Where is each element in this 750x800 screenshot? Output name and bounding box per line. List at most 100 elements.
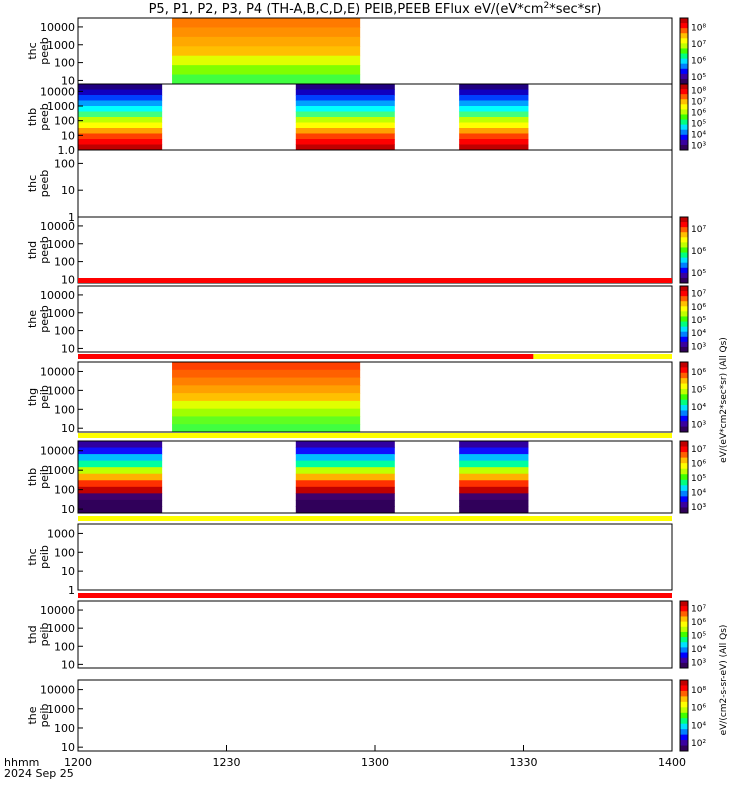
colorbar-band <box>680 410 688 417</box>
ytick-label: 1000 <box>47 703 75 716</box>
panel-10: 10 100 1000 10000 thepeib 10² 10⁴ 10⁶ 10⁸ <box>26 679 706 754</box>
time-axis-ticks: 1200 1230 1300 1330 1400 <box>64 745 686 769</box>
colorbar-band <box>680 367 688 374</box>
ytick-label: 100 <box>54 256 75 269</box>
colorbar-tick-label: 10⁶ <box>691 460 706 470</box>
panel-7-colorbar: 10³ 10⁴ 10⁵ 10⁶ 10⁷ <box>679 440 706 514</box>
colorbar-tick-label: 10⁶ <box>691 704 706 714</box>
colorbar-band <box>680 507 688 514</box>
colorbar-band <box>680 441 688 448</box>
colorbar-tick-label: 10⁷ <box>691 98 706 108</box>
spectrogram-band <box>459 493 529 501</box>
colorbar-tick-label: 10⁷ <box>691 605 706 615</box>
colorbar-band <box>680 227 688 233</box>
ytick-label: 10000 <box>40 220 75 233</box>
colorbar-band <box>680 73 688 80</box>
spectrogram-band <box>459 95 529 101</box>
spectrogram-band <box>295 122 395 129</box>
spectrogram-band <box>78 480 163 488</box>
ytick-label: 1000 <box>47 307 75 320</box>
spectrogram-band <box>172 400 361 410</box>
ytick-label: 100 <box>54 722 75 735</box>
spectrogram-band <box>78 493 163 501</box>
panel-ylabel: thbpeib <box>26 465 51 489</box>
spectrogram-band <box>459 111 529 118</box>
spectrogram-band <box>78 454 163 462</box>
panel-6-colorbar: 10³ 10⁴ 10⁵ 10⁶ <box>679 361 706 433</box>
spectrogram-band <box>459 454 529 462</box>
panel-1: 10 100 1000 10000 thcpeeb 10⁵ 10⁶ 10⁷ 10⁸ <box>26 17 706 87</box>
colorbar-tick-label: 10² <box>691 739 706 749</box>
colorbar-band <box>680 426 688 433</box>
spectrogram-band <box>78 84 163 90</box>
spectrogram-band <box>78 89 163 96</box>
panel-frame <box>77 523 673 591</box>
ytick-label: 100 <box>54 57 75 70</box>
colorbar-band <box>680 58 688 65</box>
panel-8: 1 10 100 1000 thcpeib <box>26 516 673 597</box>
ytick-label: 1.0 <box>58 144 76 157</box>
panel-10-colorbar: 10² 10⁴ 10⁶ 10⁸ <box>679 679 706 752</box>
colorbar-tick-label: 10³ <box>691 342 706 352</box>
spectrogram-band <box>172 393 361 402</box>
spectrogram-band <box>459 486 529 494</box>
colorbar-frame <box>679 600 689 669</box>
spectrogram-band <box>295 486 395 494</box>
panel-8-flag-1 <box>78 516 672 521</box>
colorbar-tick-label: 10⁶ <box>691 618 706 628</box>
spectrogram-band <box>459 84 529 90</box>
colorbar-tick-label: 10⁵ <box>691 474 706 484</box>
spectrogram-band <box>295 480 395 488</box>
spectrogram-band <box>78 499 163 507</box>
colorbar-tick-label: 10³ <box>691 420 706 430</box>
panel-ylabel: thgpeib <box>26 385 51 409</box>
colorbar-band <box>680 291 688 297</box>
spectrogram-band <box>172 36 361 47</box>
colorbar-band <box>680 247 688 254</box>
colorbar-band <box>680 637 688 643</box>
spectrogram-band <box>172 369 361 379</box>
spectrogram-band <box>78 117 163 123</box>
spectrogram-band <box>172 46 361 57</box>
spectrogram-band <box>295 117 395 123</box>
colorbar-band <box>680 252 688 259</box>
colorbar-band <box>680 446 688 453</box>
colorbar-tick-label: 10⁷ <box>691 445 706 455</box>
ytick-label: 10 <box>61 741 75 754</box>
colorbar-band <box>680 362 688 368</box>
colorbar-tick-label: 10⁵ <box>691 120 706 130</box>
colorbar-tick-label: 10⁶ <box>691 109 706 119</box>
panel-frame <box>77 679 673 752</box>
spectrogram-band <box>78 447 163 455</box>
colorbar-tick-label: 10⁷ <box>691 225 706 235</box>
colorbar-frame <box>679 361 689 433</box>
panel-2-interval-1 <box>78 84 163 151</box>
colorbar-band <box>680 680 688 686</box>
colorbar-tick-label: 10⁴ <box>691 403 706 413</box>
panel-9-colorbar: 10³ 10⁴ 10⁵ 10⁶ 10⁷ <box>679 600 706 669</box>
colorbar-tick-label: 10⁴ <box>691 131 706 141</box>
ytick-label: 10000 <box>40 85 75 98</box>
ytick-label: 1000 <box>47 464 75 477</box>
panel-6: 10 100 1000 10000 thgpeib 10³ 10⁴ 10⁵ 10⁶ <box>26 354 706 435</box>
panel-5-colorbar: 10³ 10⁴ 10⁵ 10⁶ 10⁷ <box>679 285 706 353</box>
ytick-label: 10 <box>61 184 75 197</box>
spectrogram-band <box>459 122 529 129</box>
ytick-label: 10 <box>61 503 75 516</box>
spectrogram-band <box>295 133 395 140</box>
colorbar-tick-label: 10⁴ <box>691 645 706 655</box>
colorbar-band <box>680 642 688 648</box>
colorbar-band <box>680 272 688 279</box>
colorbar-band <box>680 217 688 223</box>
spectrogram-band <box>78 467 163 475</box>
colorbar-band <box>680 657 688 664</box>
panel-ylabel: thdpeib <box>26 623 51 647</box>
colorbar-frame <box>679 83 689 151</box>
spectrogram-band <box>78 139 163 145</box>
colorbar-band <box>680 611 688 617</box>
ytick-label: 10 <box>61 129 75 142</box>
panel-ylabel: thbpeeb <box>26 103 51 131</box>
colorbar-band <box>680 84 688 90</box>
spectrogram-band <box>78 506 163 514</box>
colorbar-band <box>680 33 688 39</box>
